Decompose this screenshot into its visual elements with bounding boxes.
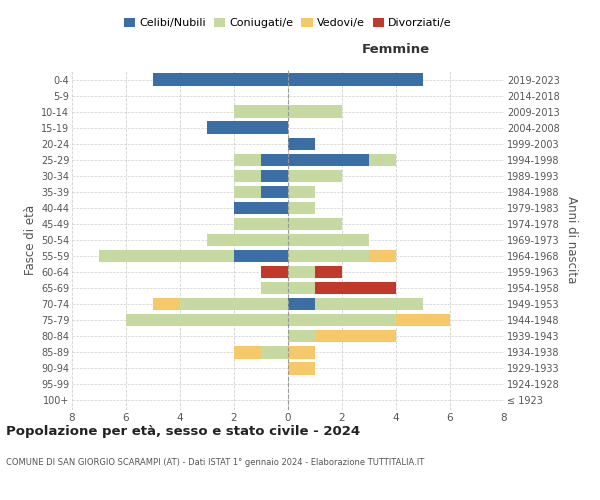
Bar — [288, 170, 342, 182]
Bar — [261, 282, 288, 294]
Bar — [288, 138, 315, 150]
Bar — [261, 266, 288, 278]
Bar — [234, 170, 261, 182]
Bar — [180, 298, 288, 310]
Bar — [234, 202, 288, 214]
Y-axis label: Fasce di età: Fasce di età — [23, 205, 37, 275]
Bar — [288, 362, 315, 374]
Bar — [288, 186, 315, 198]
Bar — [234, 186, 261, 198]
Bar — [288, 330, 315, 342]
Bar — [261, 154, 288, 166]
Bar — [369, 250, 396, 262]
Text: Popolazione per età, sesso e stato civile - 2024: Popolazione per età, sesso e stato civil… — [6, 425, 360, 438]
Bar — [261, 186, 288, 198]
Text: Femmine: Femmine — [362, 44, 430, 57]
Bar — [153, 74, 288, 86]
Bar — [315, 266, 342, 278]
Bar — [153, 298, 180, 310]
Bar — [234, 154, 261, 166]
Bar — [288, 106, 342, 118]
Bar — [396, 314, 450, 326]
Bar — [261, 170, 288, 182]
Bar — [207, 122, 288, 134]
Bar — [288, 250, 369, 262]
Bar — [288, 202, 315, 214]
Bar — [315, 282, 396, 294]
Bar — [288, 346, 315, 358]
Bar — [288, 234, 369, 246]
Bar — [234, 218, 288, 230]
Bar — [288, 74, 423, 86]
Bar — [288, 298, 315, 310]
Bar — [369, 154, 396, 166]
Bar — [288, 266, 315, 278]
Bar — [288, 154, 369, 166]
Text: COMUNE DI SAN GIORGIO SCARAMPI (AT) - Dati ISTAT 1° gennaio 2024 - Elaborazione : COMUNE DI SAN GIORGIO SCARAMPI (AT) - Da… — [6, 458, 424, 467]
Bar — [126, 314, 288, 326]
Bar — [315, 330, 396, 342]
Bar — [315, 298, 423, 310]
Bar — [234, 106, 288, 118]
Bar — [234, 250, 288, 262]
Legend: Celibi/Nubili, Coniugati/e, Vedovi/e, Divorziati/e: Celibi/Nubili, Coniugati/e, Vedovi/e, Di… — [121, 14, 455, 32]
Bar — [261, 346, 288, 358]
Bar — [288, 314, 396, 326]
Bar — [288, 218, 342, 230]
Bar — [234, 346, 261, 358]
Bar — [288, 282, 315, 294]
Bar — [99, 250, 234, 262]
Bar — [207, 234, 288, 246]
Y-axis label: Anni di nascita: Anni di nascita — [565, 196, 578, 284]
